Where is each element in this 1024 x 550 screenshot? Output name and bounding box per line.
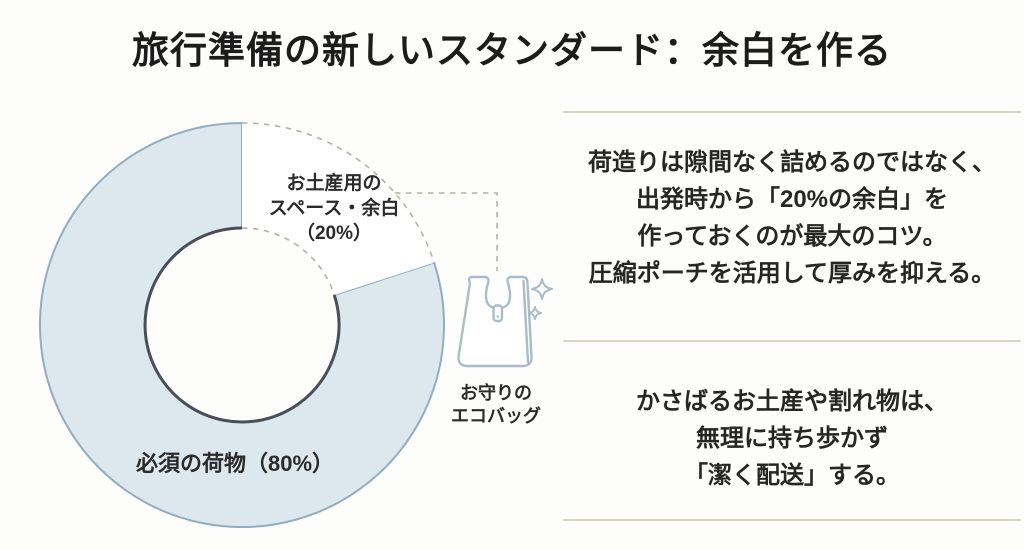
slice-20-outer-dashed-arc — [241, 122, 435, 263]
tip-1-line4: 圧縮ポーチを活用して厚みを抑える。 — [588, 260, 996, 287]
tip-1-line2: 出発時から「20%の余白」を — [635, 186, 949, 213]
tip-2-line3: 「潔く配送」する。 — [684, 462, 900, 489]
slice-20-inner-dashed-arc — [241, 227, 336, 296]
slice-80-label: 必須の荷物（80%） — [135, 451, 335, 476]
eco-bag-tab — [492, 304, 504, 323]
divider-top — [563, 111, 1021, 113]
slice-20-label-line3: （20%） — [295, 223, 373, 244]
slice-20-label-line1: お土産用の — [286, 173, 382, 194]
sparkle-icon-small — [527, 305, 543, 321]
tip-1-line1: 荷造りは隙間なく詰めるのではなく、 — [588, 149, 996, 176]
tip-1-line3: 作っておくのが最大のコツ。 — [637, 223, 947, 250]
eco-bag-label: お守りの エコバッグ — [436, 382, 556, 428]
inner-ring-stroke — [143, 226, 341, 424]
eco-bag-label-line1: お守りの — [460, 383, 532, 403]
eco-bag-icon — [457, 275, 553, 368]
sparkle-icon-large — [531, 278, 553, 300]
eco-bag-tab-button — [496, 315, 499, 318]
tip-block-2: かさばるお土産や割れ物は、 無理に持ち歩かず 「潔く配送」する。 — [563, 383, 1021, 494]
page-title: 旅行準備の新しいスタンダード：余白を作る — [132, 31, 892, 72]
eco-bag-label-line2: エコバッグ — [451, 406, 541, 426]
slice-20 — [242, 123, 435, 295]
tip-block-1: 荷造りは隙間なく詰めるのではなく、 出発時から「20%の余白」を 作っておくのが… — [563, 144, 1021, 292]
divider-middle — [563, 340, 1021, 342]
divider-bottom — [563, 519, 1021, 521]
slice-20-label: お土産用の スペース・余白 （20%） — [245, 171, 423, 246]
slice-20-label-line2: スペース・余白 — [268, 198, 400, 219]
tip-2-line2: 無理に持ち歩かず — [696, 425, 888, 452]
eco-bag-side-line — [522, 279, 530, 364]
tip-2-line1: かさばるお土産や割れ物は、 — [636, 388, 948, 415]
leader-line — [395, 192, 498, 271]
